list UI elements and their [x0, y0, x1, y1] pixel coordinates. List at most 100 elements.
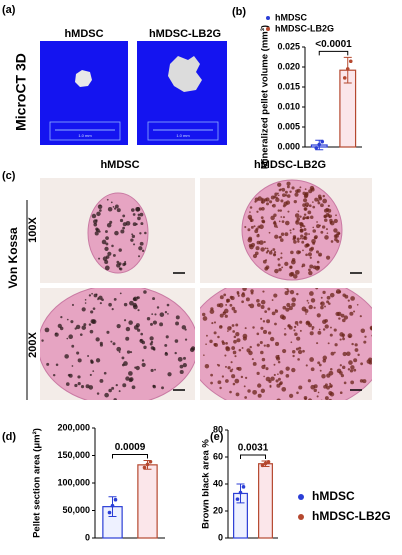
stain-dot: [138, 246, 143, 251]
stain-dot: [348, 360, 353, 365]
point: [317, 142, 322, 147]
stain-dot: [209, 309, 215, 314]
stain-dot: [288, 393, 294, 399]
stain-dot: [291, 297, 297, 303]
stain-dot: [213, 342, 217, 347]
stain-dot: [260, 216, 264, 220]
stain-dot: [167, 313, 169, 315]
stain-dot: [275, 197, 280, 203]
stain-dot: [303, 213, 307, 216]
stain-dot: [289, 229, 292, 232]
stain-dot: [292, 354, 295, 358]
stain-dot: [217, 364, 221, 367]
stain-dot: [320, 296, 323, 299]
stain-dot: [84, 302, 87, 304]
stain-dot: [261, 201, 264, 204]
stain-dot: [272, 203, 276, 208]
stain-dot: [324, 318, 328, 323]
stain-dot: [329, 392, 335, 397]
stain-dot: [339, 332, 344, 337]
stain-dot: [231, 346, 236, 350]
stain-dot: [375, 338, 378, 341]
stain-dot: [312, 229, 317, 233]
stain-dot: [272, 221, 276, 225]
stain-dot: [252, 253, 258, 259]
stain-dot: [95, 219, 98, 222]
stain-dot: [281, 220, 285, 223]
stain-dot: [273, 363, 276, 366]
stain-dot: [304, 232, 308, 236]
stain-dot: [260, 305, 265, 309]
column-label: hMDSC-LB2G: [254, 159, 326, 171]
stain-dot: [269, 336, 275, 342]
stain-dot: [295, 189, 299, 194]
stain-dot: [272, 248, 276, 251]
stain-dot: [153, 348, 156, 351]
stain-dot: [308, 268, 311, 272]
stain-dot: [139, 212, 144, 217]
stain-dot: [206, 334, 208, 337]
stain-dot: [303, 406, 306, 409]
stain-dot: [321, 225, 326, 229]
stain-dot: [181, 325, 187, 330]
stain-dot: [371, 327, 372, 330]
stain-dot: [270, 249, 273, 252]
stain-dot: [83, 323, 87, 327]
stain-dot: [328, 370, 334, 376]
stain-dot: [76, 351, 80, 355]
stain-dot: [268, 251, 273, 255]
stain-dot: [266, 202, 270, 206]
stain-dot: [237, 294, 240, 297]
point: [107, 510, 112, 515]
stain-dot: [342, 336, 345, 338]
stain-dot: [179, 369, 184, 375]
stain-dot: [375, 352, 377, 354]
y-tick-label: 0: [85, 532, 90, 542]
stain-dot: [99, 343, 103, 347]
stain-dot: [184, 338, 188, 341]
stain-dot: [305, 191, 309, 196]
stain-dot: [52, 373, 56, 377]
stain-dot: [92, 370, 95, 372]
stain-dot: [274, 309, 279, 313]
stain-dot: [325, 207, 330, 212]
stain-dot: [249, 211, 251, 213]
stain-dot: [284, 220, 290, 226]
stain-dot: [274, 341, 280, 346]
point: [342, 76, 347, 80]
stain-dot: [322, 355, 328, 361]
stain-dot: [348, 304, 353, 309]
stain-dot: [340, 313, 345, 318]
stain-dot: [322, 198, 328, 204]
stain-dot: [263, 375, 265, 378]
stain-dot: [284, 232, 289, 237]
stain-dot: [149, 336, 154, 341]
stain-dot: [140, 222, 144, 226]
stain-dot: [299, 320, 303, 324]
stain-dot: [111, 308, 114, 311]
stain-dot: [289, 265, 293, 269]
stain-dot: [294, 213, 300, 218]
y-tick-label: 150,000: [57, 450, 90, 460]
stain-dot: [333, 218, 338, 224]
stain-dot: [134, 366, 137, 369]
stain-dot: [317, 194, 322, 199]
stain-dot: [296, 400, 298, 402]
stain-dot: [44, 327, 50, 333]
stain-dot: [137, 309, 140, 312]
stain-dot: [279, 238, 284, 242]
stain-dot: [136, 296, 139, 299]
stain-dot: [122, 214, 126, 218]
stain-dot: [152, 297, 156, 301]
stain-dot: [112, 206, 115, 208]
stain-dot: [271, 299, 274, 301]
stain-dot: [312, 201, 314, 203]
stain-dot: [339, 338, 342, 341]
legend-marker: [298, 514, 304, 520]
stain-dot: [342, 318, 346, 323]
significance-label: <0.0001: [315, 39, 352, 50]
stain-dot: [353, 368, 357, 372]
stain-dot: [309, 357, 314, 362]
stain-dot: [277, 377, 281, 381]
stain-dot: [324, 324, 329, 329]
